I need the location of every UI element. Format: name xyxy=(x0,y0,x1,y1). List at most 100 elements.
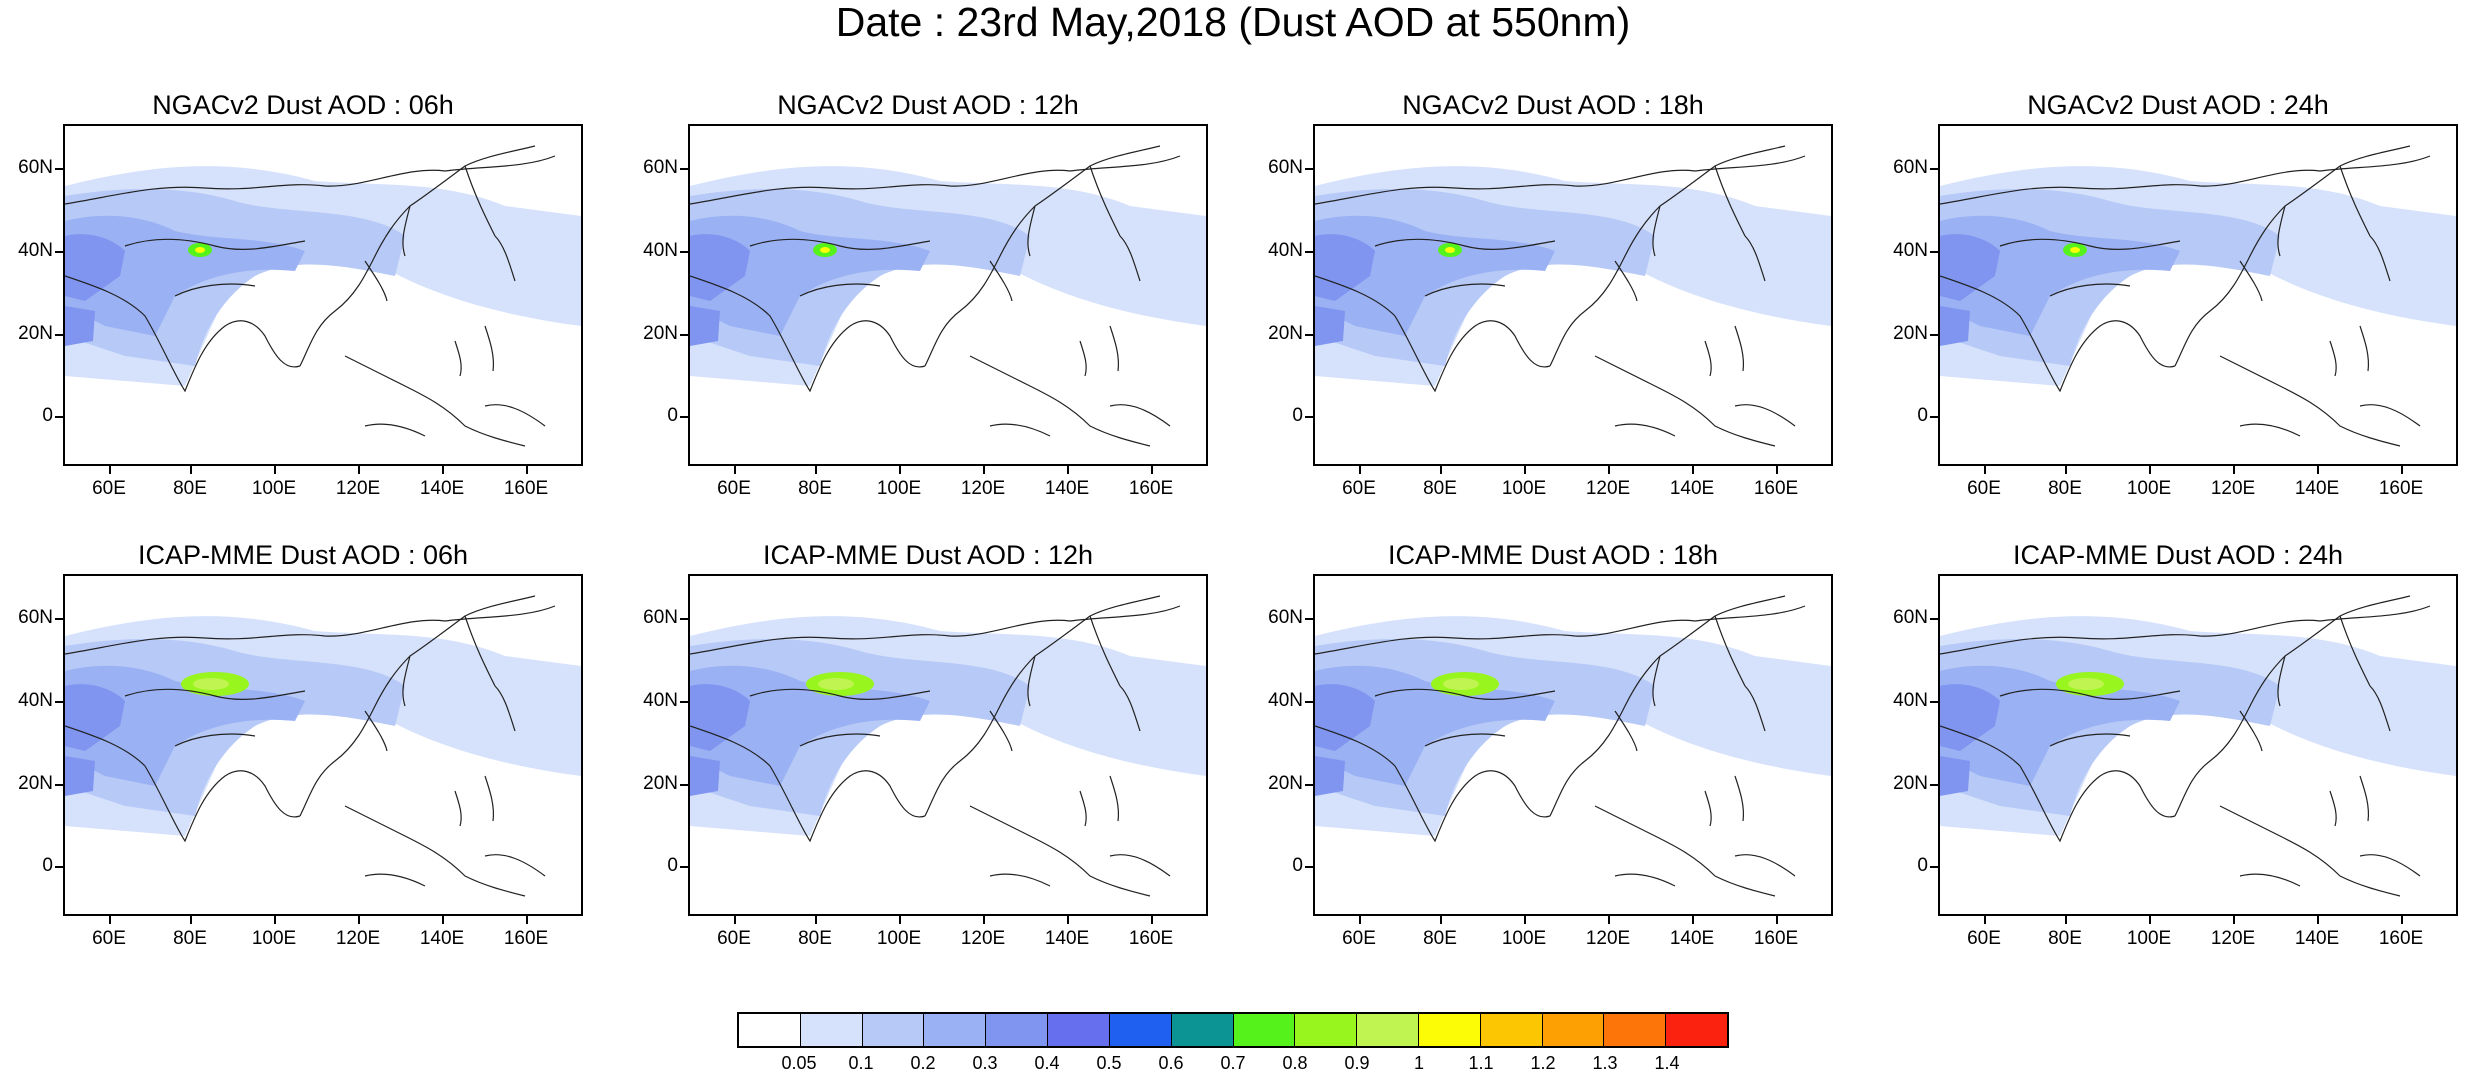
latitude-tick-label: 40N xyxy=(1893,240,1928,261)
longitude-tick-mark xyxy=(1984,916,1986,924)
latitude-tick-mark xyxy=(1930,618,1938,620)
longitude-tick-mark xyxy=(815,466,817,474)
colorbar-swatch xyxy=(1418,1014,1481,1046)
longitude-tick-mark xyxy=(734,916,736,924)
longitude-tick-label: 140E xyxy=(1044,478,1090,499)
longitude-tick-mark xyxy=(2233,466,2235,474)
colorbar-swatch xyxy=(800,1014,863,1046)
latitude-tick-label: 40N xyxy=(643,240,678,261)
dust-aod-field xyxy=(1315,145,1831,447)
colorbar-swatch xyxy=(1604,1014,1667,1046)
colorbar-label: 0.8 xyxy=(1282,1053,1308,1073)
latitude-tick-mark xyxy=(680,866,688,868)
longitude-tick-label: 80E xyxy=(798,928,832,949)
longitude-tick-label: 100E xyxy=(1501,478,1547,499)
colorbar-label: 0.2 xyxy=(910,1053,936,1073)
latitude-tick-mark xyxy=(1305,618,1313,620)
latitude-tick-mark xyxy=(1305,251,1313,253)
longitude-tick-mark xyxy=(2149,466,2151,474)
colorbar-swatch xyxy=(1171,1014,1234,1046)
map-panel: ICAP-MME Dust AOD : 06h 60N 40N 20N 0 60E 80E 1… xyxy=(13,536,653,986)
latitude-tick-label: 40N xyxy=(1268,240,1303,261)
map-frame xyxy=(63,574,583,916)
latitude-tick-mark xyxy=(1930,334,1938,336)
longitude-tick-mark xyxy=(2401,916,2403,924)
longitude-tick-label: 120E xyxy=(1585,478,1631,499)
longitude-tick-mark xyxy=(190,916,192,924)
latitude-tick-label: 40N xyxy=(18,240,53,261)
latitude-tick-label: 60N xyxy=(1893,157,1928,178)
colorbar-label: 1.4 xyxy=(1654,1053,1680,1073)
longitude-tick-mark xyxy=(2149,916,2151,924)
map-panel: ICAP-MME Dust AOD : 24h 60N 40N 20N 0 60E 80E 1… xyxy=(1888,536,2466,986)
colorbar-swatch xyxy=(1666,1014,1727,1046)
longitude-tick-mark xyxy=(1776,916,1778,924)
longitude-tick-label: 120E xyxy=(2210,478,2256,499)
longitude-tick-mark xyxy=(1440,466,1442,474)
map-panel: ICAP-MME Dust AOD : 18h 60N 40N 20N 0 60E 80E 1… xyxy=(1263,536,1903,986)
longitude-tick-mark xyxy=(2065,916,2067,924)
latitude-tick-mark xyxy=(680,334,688,336)
latitude-tick-mark xyxy=(1930,701,1938,703)
latitude-tick-mark xyxy=(55,784,63,786)
latitude-tick-label: 60N xyxy=(18,607,53,628)
longitude-tick-label: 80E xyxy=(173,928,207,949)
longitude-tick-label: 160E xyxy=(503,928,549,949)
latitude-tick-label: 0 xyxy=(1292,855,1303,876)
map-frame xyxy=(688,124,1208,466)
longitude-tick-mark xyxy=(1151,916,1153,924)
longitude-tick-mark xyxy=(1608,916,1610,924)
longitude-tick-mark xyxy=(442,916,444,924)
latitude-tick-mark xyxy=(1305,168,1313,170)
map-panel: NGACv2 Dust AOD : 12h 60N 40N 20N 0 60E 80E 100… xyxy=(638,86,1278,536)
longitude-tick-mark xyxy=(526,916,528,924)
latitude-tick-label: 0 xyxy=(667,855,678,876)
longitude-tick-mark xyxy=(899,466,901,474)
colorbar-label: 0.6 xyxy=(1158,1053,1184,1073)
map-frame xyxy=(1313,574,1833,916)
latitude-tick-mark xyxy=(1930,168,1938,170)
longitude-tick-label: 60E xyxy=(1967,928,2001,949)
latitude-tick-mark xyxy=(1930,416,1938,418)
latitude-tick-mark xyxy=(1930,251,1938,253)
longitude-tick-mark xyxy=(734,466,736,474)
latitude-tick-label: 0 xyxy=(1292,405,1303,426)
longitude-tick-label: 140E xyxy=(1669,478,1715,499)
longitude-tick-label: 100E xyxy=(876,478,922,499)
colorbar xyxy=(737,1012,1729,1048)
longitude-tick-mark xyxy=(2317,466,2319,474)
map-frame xyxy=(688,574,1208,916)
latitude-tick-label: 20N xyxy=(643,323,678,344)
longitude-tick-label: 60E xyxy=(717,478,751,499)
latitude-tick-mark xyxy=(55,168,63,170)
longitude-tick-label: 140E xyxy=(1669,928,1715,949)
colorbar-swatch xyxy=(1357,1014,1419,1046)
panel-title: ICAP-MME Dust AOD : 06h xyxy=(137,540,469,570)
latitude-tick-label: 40N xyxy=(1893,690,1928,711)
longitude-tick-mark xyxy=(899,916,901,924)
panel-title: NGACv2 Dust AOD : 12h xyxy=(777,90,1079,120)
latitude-tick-label: 0 xyxy=(42,855,53,876)
latitude-tick-label: 60N xyxy=(18,157,53,178)
longitude-tick-mark xyxy=(274,466,276,474)
latitude-tick-mark xyxy=(1305,416,1313,418)
colorbar-swatch xyxy=(924,1014,987,1046)
longitude-tick-mark xyxy=(1440,916,1442,924)
map-panel: NGACv2 Dust AOD : 18h 60N 40N 20N 0 60E 80E 100… xyxy=(1263,86,1903,536)
latitude-tick-mark xyxy=(1305,784,1313,786)
longitude-tick-label: 60E xyxy=(92,928,126,949)
longitude-tick-mark xyxy=(1524,916,1526,924)
map-frame xyxy=(63,124,583,466)
latitude-tick-mark xyxy=(1930,866,1938,868)
longitude-tick-label: 120E xyxy=(335,928,381,949)
colorbar-label: 0.5 xyxy=(1096,1053,1122,1073)
latitude-tick-mark xyxy=(55,618,63,620)
latitude-tick-mark xyxy=(680,784,688,786)
longitude-tick-mark xyxy=(274,916,276,924)
latitude-tick-mark xyxy=(55,701,63,703)
longitude-tick-label: 60E xyxy=(1967,478,2001,499)
longitude-tick-label: 60E xyxy=(1342,928,1376,949)
dust-aod-field xyxy=(1940,145,2456,447)
longitude-tick-mark xyxy=(1776,466,1778,474)
longitude-tick-label: 140E xyxy=(2294,928,2340,949)
